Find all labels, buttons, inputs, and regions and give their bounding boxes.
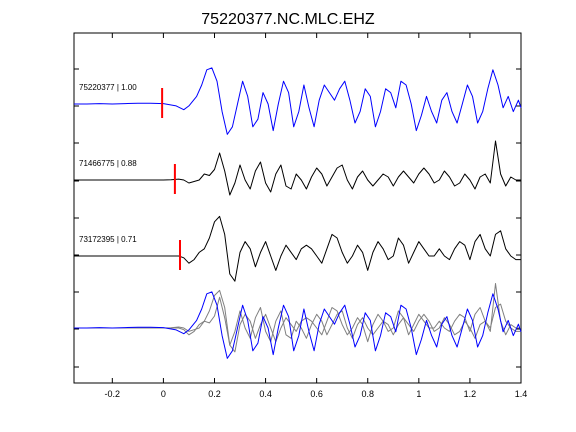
x-tick-label: -0.2 — [105, 389, 121, 399]
x-tick-label: 1 — [416, 389, 421, 399]
trace-label-2: 71466775 | 0.88 — [79, 159, 137, 168]
x-tick-label: 1.2 — [464, 389, 477, 399]
x-tick-label: 1.4 — [515, 389, 528, 399]
x-tick-label: 0.6 — [310, 389, 323, 399]
plot-frame — [73, 32, 522, 384]
trace-line-2 — [74, 140, 521, 196]
overlay-neighbor-line-1 — [74, 283, 521, 346]
x-tick-label: 0.8 — [361, 389, 374, 399]
trace-line-3 — [74, 215, 521, 282]
x-axis: -0.2 0 0.2 0.4 0.6 0.8 1 1.2 1.4 — [74, 33, 527, 399]
x-tick-label: 0 — [161, 389, 166, 399]
trace-label-3: 73172395 | 0.71 — [79, 235, 137, 244]
overlay-master-line — [74, 291, 522, 359]
trace-line-1 — [74, 67, 522, 135]
x-tick-label: 0.2 — [208, 389, 221, 399]
trace-label-1: 75220377 | 1.00 — [79, 83, 137, 92]
chart-title: 75220377.NC.MLC.EHZ — [201, 11, 375, 28]
overlay-neighbor-line-2 — [74, 289, 521, 353]
x-tick-label: 0.4 — [259, 389, 272, 399]
trace-stack: 75220377 | 1.00 71466775 | 0.88 73172395 |… — [74, 67, 522, 359]
